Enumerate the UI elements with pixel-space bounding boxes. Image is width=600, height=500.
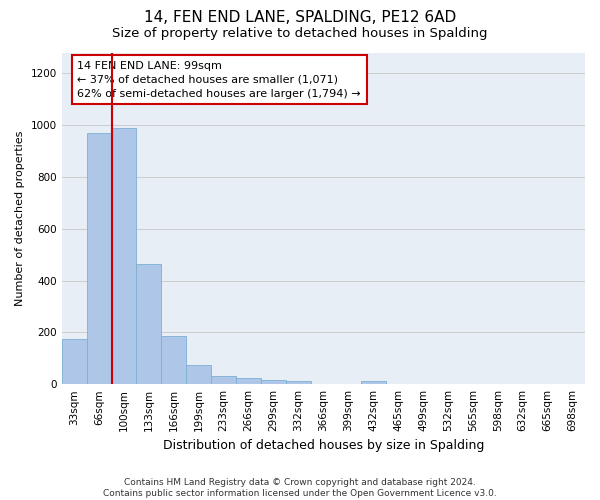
Y-axis label: Number of detached properties: Number of detached properties <box>15 130 25 306</box>
Text: 14, FEN END LANE, SPALDING, PE12 6AD: 14, FEN END LANE, SPALDING, PE12 6AD <box>144 10 456 25</box>
Bar <box>211 376 236 384</box>
Bar <box>186 364 211 384</box>
Bar <box>361 381 386 384</box>
Bar <box>62 339 86 384</box>
Bar <box>112 128 136 384</box>
Text: 14 FEN END LANE: 99sqm
← 37% of detached houses are smaller (1,071)
62% of semi-: 14 FEN END LANE: 99sqm ← 37% of detached… <box>77 61 361 99</box>
X-axis label: Distribution of detached houses by size in Spalding: Distribution of detached houses by size … <box>163 440 484 452</box>
Text: Contains HM Land Registry data © Crown copyright and database right 2024.
Contai: Contains HM Land Registry data © Crown c… <box>103 478 497 498</box>
Bar <box>261 380 286 384</box>
Bar <box>161 336 186 384</box>
Bar <box>86 133 112 384</box>
Bar <box>286 381 311 384</box>
Bar <box>136 264 161 384</box>
Bar <box>236 378 261 384</box>
Text: Size of property relative to detached houses in Spalding: Size of property relative to detached ho… <box>112 28 488 40</box>
